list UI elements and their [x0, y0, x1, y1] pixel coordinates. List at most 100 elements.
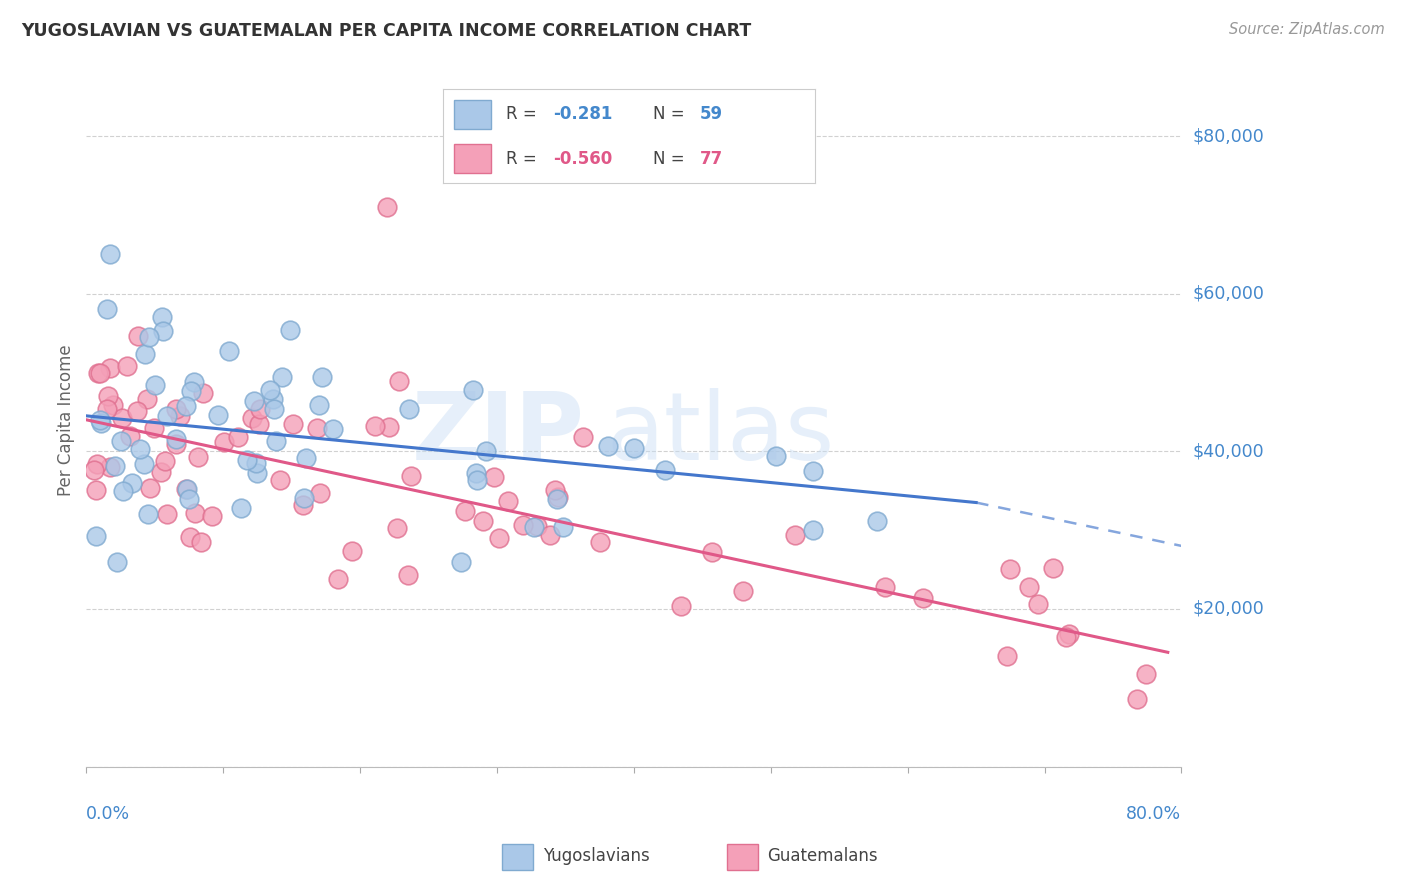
Point	[218, 343, 240, 358]
Text: N =: N =	[654, 105, 690, 123]
Point	[184, 507, 207, 521]
Point	[801, 523, 824, 537]
Point	[134, 457, 156, 471]
Point	[1056, 630, 1078, 644]
Point	[87, 367, 110, 381]
Point	[201, 508, 224, 523]
FancyBboxPatch shape	[454, 100, 491, 129]
Point	[243, 394, 266, 409]
Point	[488, 531, 510, 545]
Point	[150, 310, 173, 325]
Point	[246, 466, 269, 480]
Point	[169, 409, 191, 423]
Point	[96, 401, 118, 416]
Point	[454, 504, 477, 518]
Point	[84, 529, 107, 543]
Point	[278, 323, 301, 337]
Point	[654, 463, 676, 477]
Text: YUGOSLAVIAN VS GUATEMALAN PER CAPITA INCOME CORRELATION CHART: YUGOSLAVIAN VS GUATEMALAN PER CAPITA INC…	[21, 22, 751, 40]
Point	[465, 473, 488, 487]
Point	[125, 404, 148, 418]
Point	[1042, 560, 1064, 574]
Point	[165, 402, 187, 417]
Point	[100, 361, 122, 376]
Point	[364, 419, 387, 434]
Point	[84, 483, 107, 497]
Text: Guatemalans: Guatemalans	[768, 847, 879, 865]
Point	[121, 475, 143, 490]
FancyBboxPatch shape	[502, 844, 533, 870]
Point	[245, 456, 267, 470]
Point	[526, 518, 548, 533]
Point	[401, 468, 423, 483]
Point	[127, 328, 149, 343]
Point	[475, 444, 498, 458]
Point	[547, 490, 569, 504]
Point	[165, 432, 187, 446]
Point	[150, 465, 173, 479]
Point	[308, 398, 330, 412]
Point	[191, 385, 214, 400]
Point	[259, 383, 281, 397]
Point	[98, 247, 121, 261]
Point	[180, 384, 202, 399]
Text: $80,000: $80,000	[1192, 127, 1264, 145]
Point	[464, 466, 486, 480]
Point	[143, 378, 166, 392]
Point	[176, 483, 198, 497]
Point	[1135, 667, 1157, 681]
Point	[90, 416, 112, 430]
Point	[86, 457, 108, 471]
Point	[388, 374, 411, 388]
Text: R =: R =	[506, 105, 543, 123]
FancyBboxPatch shape	[727, 844, 758, 870]
Point	[115, 359, 138, 373]
Point	[103, 397, 125, 411]
Text: 77: 77	[700, 150, 723, 168]
Point	[89, 367, 111, 381]
Point	[309, 485, 332, 500]
Point	[911, 591, 934, 606]
Point	[292, 491, 315, 505]
FancyBboxPatch shape	[454, 144, 491, 173]
Point	[226, 430, 249, 444]
Point	[183, 375, 205, 389]
Point	[266, 434, 288, 448]
Point	[785, 528, 807, 542]
Point	[105, 555, 128, 569]
Point	[700, 545, 723, 559]
Point	[731, 584, 754, 599]
Point	[104, 458, 127, 473]
Point	[212, 434, 235, 449]
Point	[207, 408, 229, 422]
Point	[165, 436, 187, 450]
Point	[263, 402, 285, 417]
Text: $60,000: $60,000	[1192, 285, 1264, 302]
Point	[156, 409, 179, 423]
Point	[134, 347, 156, 361]
Point	[472, 515, 495, 529]
Point	[142, 421, 165, 435]
Point	[342, 544, 364, 558]
Text: -0.281: -0.281	[553, 105, 612, 123]
Point	[546, 491, 568, 506]
Point	[89, 412, 111, 426]
Text: atlas: atlas	[606, 388, 835, 480]
Text: N =: N =	[654, 150, 690, 168]
Point	[311, 370, 333, 384]
Point	[307, 421, 329, 435]
Text: ZIP: ZIP	[412, 388, 585, 480]
Point	[538, 528, 561, 542]
Text: $40,000: $40,000	[1192, 442, 1264, 460]
Point	[450, 555, 472, 569]
Point	[270, 370, 292, 384]
Text: 59: 59	[700, 105, 723, 123]
Point	[463, 383, 485, 397]
Point	[111, 483, 134, 498]
Point	[551, 520, 574, 534]
Point	[866, 515, 889, 529]
Point	[83, 462, 105, 476]
Point	[177, 491, 200, 506]
Point	[176, 399, 198, 413]
Point	[187, 450, 209, 464]
